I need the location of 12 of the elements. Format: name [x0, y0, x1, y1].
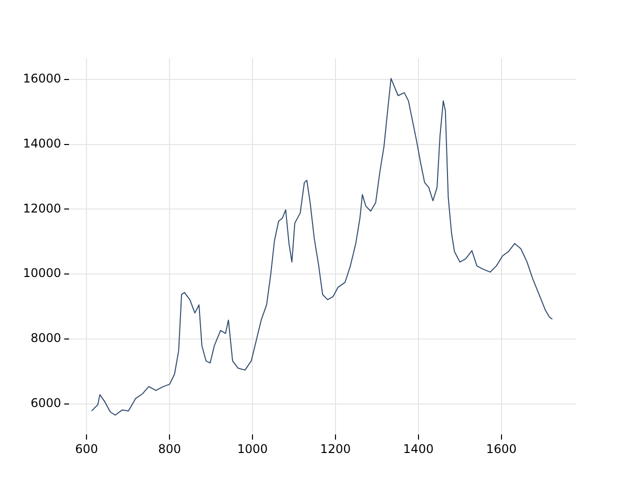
x-tick-label: 600: [75, 442, 98, 456]
y-tick-label: 16000: [22, 72, 62, 86]
y-tick-label: 6000: [30, 396, 62, 410]
y-tick-label: 12000: [22, 201, 62, 216]
x-tick-label: 1600: [486, 442, 517, 456]
x-tick-label: 1400: [403, 442, 434, 456]
x-tick-label: 1200: [320, 442, 351, 456]
y-tick-label: 10000: [22, 266, 62, 280]
y-tick-label: 8000: [30, 331, 62, 346]
x-tick-label: 1000: [237, 442, 268, 456]
x-tick-label: 800: [158, 442, 181, 456]
y-tick-label: 14000: [22, 136, 62, 150]
